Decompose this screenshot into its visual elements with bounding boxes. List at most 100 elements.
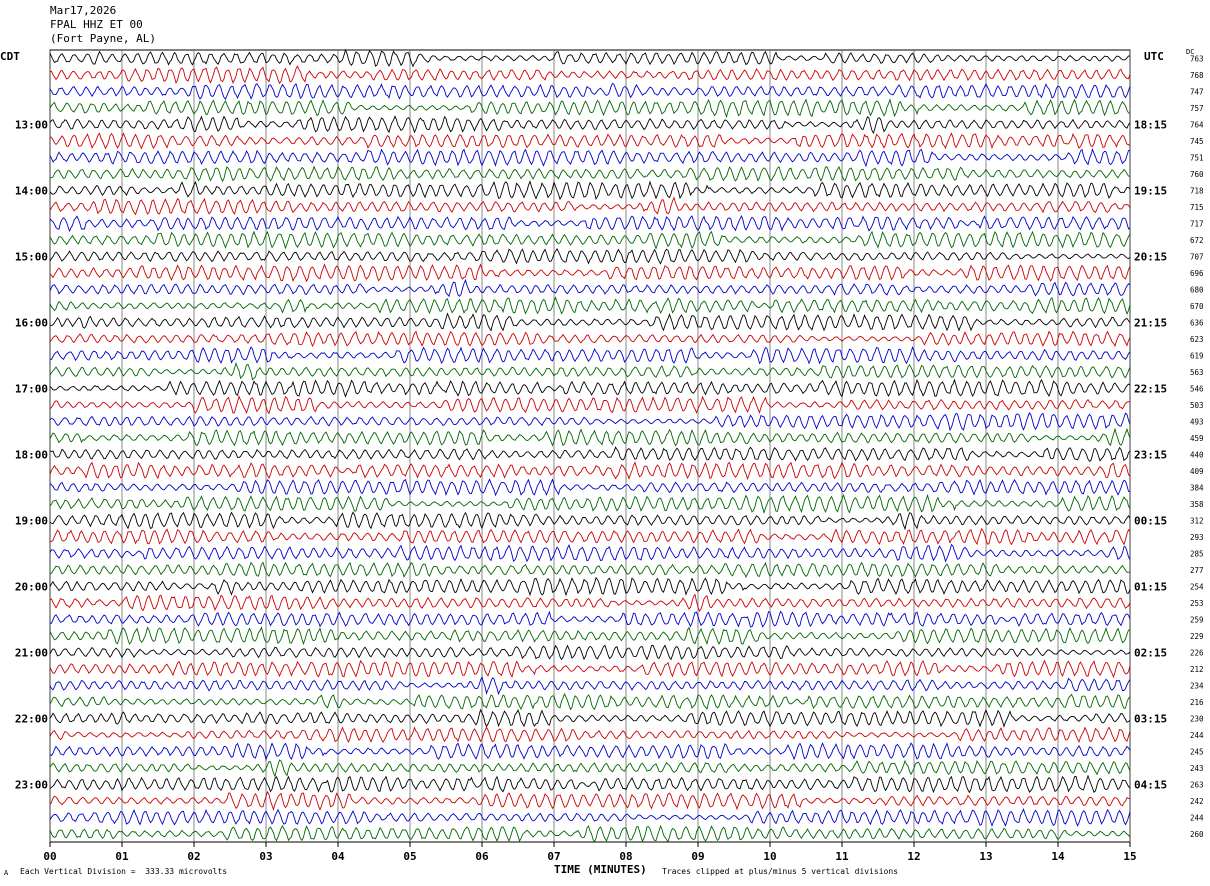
right-hour-label: 19:15 (1134, 184, 1167, 197)
dc-offset-label: 409 (1190, 467, 1204, 476)
dc-offset-label: 493 (1190, 417, 1204, 426)
trace-line (49, 708, 1131, 728)
trace-line (49, 675, 1131, 696)
scale-note: Each Vertical Division = 333.33 microvol… (20, 867, 228, 876)
dc-offset-label: 619 (1190, 351, 1204, 360)
x-axis-title: TIME (MINUTES) (554, 863, 647, 876)
dc-offset-label: 245 (1190, 747, 1204, 756)
trace-line (49, 493, 1131, 515)
dc-offset-label: 254 (1190, 582, 1204, 591)
dc-offset-label: 260 (1190, 830, 1204, 839)
trace-line (49, 808, 1131, 827)
right-hour-label: 04:15 (1134, 778, 1167, 791)
dc-offset-label: 763 (1190, 54, 1204, 63)
dc-offset-label: 244 (1190, 731, 1204, 740)
right-hour-label: 01:15 (1134, 580, 1167, 593)
corner-mark: A (4, 869, 9, 877)
dc-offset-label: 636 (1190, 318, 1204, 327)
trace-line (49, 461, 1131, 481)
trace-line (49, 361, 1131, 381)
trace-line (49, 345, 1131, 365)
trace-line (49, 230, 1131, 250)
dc-offset-label: 717 (1190, 219, 1204, 228)
dc-offset-label: 212 (1190, 665, 1204, 674)
dc-offset-label: 670 (1190, 302, 1204, 311)
trace-line (49, 610, 1131, 628)
dc-offset-label: 285 (1190, 549, 1204, 558)
x-tick-label: 12 (907, 850, 920, 863)
right-timezone-label: UTC (1144, 50, 1164, 63)
trace-line (49, 824, 1131, 843)
right-hour-label: 20:15 (1134, 250, 1167, 263)
x-tick-label: 13 (979, 850, 992, 863)
dc-offset-label: 747 (1190, 87, 1204, 96)
dc-offset-label: 751 (1190, 153, 1204, 162)
right-hour-label: 18:15 (1134, 118, 1167, 131)
x-tick-label: 11 (835, 850, 849, 863)
left-hour-label: 18:00 (15, 448, 48, 461)
trace-line (49, 263, 1131, 283)
left-hour-label: 19:00 (15, 514, 48, 527)
right-hour-label: 00:15 (1134, 514, 1167, 527)
plot-frame (49, 49, 1131, 843)
header-date: Mar17,2026 (50, 4, 117, 17)
trace-line (49, 180, 1131, 201)
right-hour-label: 03:15 (1134, 712, 1167, 725)
trace-line (49, 98, 1131, 119)
x-tick-label: 02 (187, 850, 200, 863)
trace-line (49, 543, 1131, 563)
trace-line (49, 278, 1131, 298)
clip-note: Traces clipped at plus/minus 5 vertical … (662, 867, 899, 876)
x-tick-label: 15 (1123, 850, 1136, 863)
dc-offset-label: 440 (1190, 450, 1204, 459)
left-hour-label: 23:00 (15, 778, 48, 791)
left-hour-label: 16:00 (15, 316, 48, 329)
x-tick-label: 09 (691, 850, 704, 863)
left-hour-label: 22:00 (15, 712, 48, 725)
left-hour-label: 14:00 (15, 184, 48, 197)
trace-line (49, 427, 1131, 447)
dc-offset-label: 707 (1190, 252, 1204, 261)
right-hour-label: 23:15 (1134, 448, 1167, 461)
trace-line (49, 726, 1131, 743)
trace-line (49, 659, 1131, 679)
trace-line (49, 215, 1131, 233)
dc-offset-label: 253 (1190, 599, 1204, 608)
trace-line (49, 132, 1131, 150)
trace-line (49, 196, 1131, 216)
dc-label: DC (1186, 48, 1195, 56)
dc-offset-label: 563 (1190, 368, 1204, 377)
x-tick-label: 00 (43, 850, 56, 863)
dc-offset-label: 229 (1190, 632, 1204, 641)
trace-line (49, 576, 1131, 597)
x-tick-label: 08 (619, 850, 632, 863)
dc-offset-label: 234 (1190, 681, 1204, 690)
trace-line (49, 248, 1131, 265)
dc-offset-label: 757 (1190, 104, 1204, 113)
left-hour-label: 21:00 (15, 646, 48, 659)
x-tick-label: 05 (403, 850, 416, 863)
left-timezone-label: CDT (0, 50, 20, 63)
left-hour-label: 15:00 (15, 250, 48, 263)
trace-line (49, 330, 1131, 348)
dc-offset-label: 546 (1190, 384, 1204, 393)
dc-offset-label: 312 (1190, 516, 1204, 525)
dc-offset-label: 503 (1190, 401, 1204, 410)
x-tick-label: 07 (547, 850, 560, 863)
dc-offset-label: 768 (1190, 71, 1204, 80)
left-hour-label: 13:00 (15, 118, 48, 131)
right-hour-label: 21:15 (1134, 316, 1167, 329)
trace-line (49, 593, 1131, 613)
trace-line (49, 774, 1131, 794)
right-hour-label: 22:15 (1134, 382, 1167, 395)
x-tick-label: 01 (115, 850, 129, 863)
dc-offset-label: 764 (1190, 120, 1204, 129)
x-tick-label: 10 (763, 850, 776, 863)
trace-line (49, 446, 1131, 462)
x-tick-label: 03 (259, 850, 272, 863)
dc-offset-label: 384 (1190, 483, 1204, 492)
dc-offset-label: 718 (1190, 186, 1204, 195)
trace-line (49, 82, 1131, 100)
trace-line (49, 527, 1131, 546)
trace-line (49, 561, 1131, 579)
